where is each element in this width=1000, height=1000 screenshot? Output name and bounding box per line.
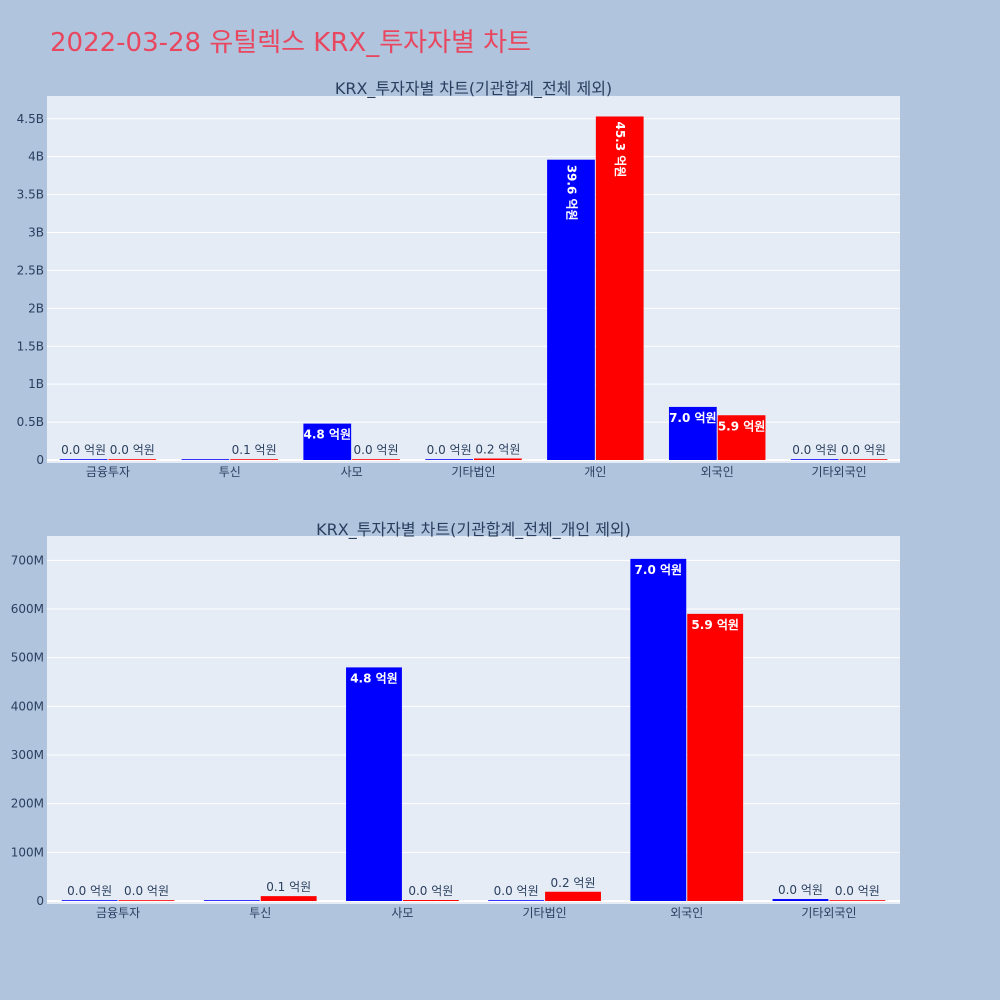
x-tick-label: 투신 [219, 465, 241, 479]
data-label: 0.1 억원 [232, 443, 277, 457]
plot-area [47, 536, 900, 904]
y-tick-label: 700M [11, 553, 44, 567]
bar [547, 159, 595, 460]
data-label: 0.0 억원 [354, 443, 399, 457]
y-tick-label: 0 [36, 453, 44, 467]
x-tick-label: 사모 [391, 906, 413, 920]
bar [772, 899, 829, 901]
bar [829, 900, 886, 901]
chart-1: 0 0.5B 1B 1.5B 2B 2.5B 3B 3.5B 4B 4.5B KRX_투자자별 차트… [17, 79, 900, 479]
bar [230, 459, 279, 460]
data-label: 0.0 억원 [494, 884, 539, 898]
y-tick-label: 300M [11, 748, 44, 762]
data-label: 45.3 억원 [613, 121, 627, 177]
x-tick-label: 외국인 [670, 906, 703, 920]
data-label: 0.0 억원 [841, 443, 886, 457]
bar [790, 459, 839, 460]
data-label: 0.0 억원 [778, 883, 823, 897]
data-label: 39.6 억원 [564, 165, 578, 221]
bar [488, 900, 545, 901]
bar [303, 423, 352, 460]
bar [118, 900, 175, 901]
y-tick-label: 4.5B [17, 112, 44, 126]
data-label: 0.0 억원 [792, 443, 837, 457]
bar [687, 613, 744, 901]
x-tick-label: 개인 [584, 465, 606, 479]
x-tick-label: 기타외국인 [811, 465, 866, 479]
y-tick-label: 3B [28, 226, 44, 240]
bar [108, 459, 157, 460]
data-label: 0.0 억원 [835, 884, 880, 898]
y-tick-label: 1B [28, 377, 44, 391]
bar [352, 459, 400, 460]
x-tick-label: 투신 [249, 906, 271, 920]
bar [839, 459, 888, 460]
bar [425, 459, 473, 460]
data-label: 0.2 억원 [551, 876, 596, 890]
data-label: 0.0 억원 [124, 884, 169, 898]
bar [59, 459, 108, 460]
y-tick-label: 2.5B [17, 263, 44, 277]
x-tick-label: 기타법인 [522, 906, 566, 920]
plot-area [47, 96, 900, 463]
data-label: 0.1 억원 [266, 880, 311, 894]
y-tick-label: 100M [11, 845, 44, 859]
y-tick-label: 400M [11, 699, 44, 713]
page-title: 2022-03-28 유틸렉스 KRX_투자자별 차트 [50, 28, 532, 58]
y-tick-label: 200M [11, 797, 44, 811]
x-tick-label: 금융투자 [96, 906, 140, 920]
y-tick-label: 1.5B [17, 339, 44, 353]
bar [203, 900, 260, 901]
bar [545, 891, 601, 901]
x-tick-label: 기타외국인 [801, 906, 856, 920]
x-tick-label: 외국인 [701, 465, 734, 479]
y-tick-label: 600M [11, 602, 44, 616]
bar [181, 459, 230, 460]
bar [595, 116, 644, 460]
x-tick-label: 사모 [341, 465, 363, 479]
data-label: 5.9 억원 [718, 419, 766, 433]
y-tick-label: 3.5B [17, 188, 44, 202]
y-tick-label: 0.5B [17, 415, 44, 429]
bar [346, 667, 402, 901]
data-label: 5.9 억원 [691, 618, 739, 632]
data-label: 7.0 억원 [669, 411, 717, 425]
data-label: 0.0 억원 [61, 443, 106, 457]
x-tick-label: 기타법인 [451, 465, 495, 479]
data-label: 0.2 억원 [475, 442, 520, 456]
y-tick-label: 2B [28, 301, 44, 315]
y-tick-label: 4B [28, 150, 44, 164]
data-label: 7.0 억원 [635, 563, 683, 577]
data-label: 0.0 억원 [408, 884, 453, 898]
y-tick-label: 0 [36, 894, 44, 908]
chart-title: KRX_투자자별 차트(기관합계_전체_개인 제외) [316, 520, 631, 540]
data-label: 4.8 억원 [350, 671, 398, 685]
bar [61, 900, 118, 901]
bar [260, 896, 317, 901]
bar [630, 558, 687, 901]
data-label: 4.8 억원 [304, 428, 352, 442]
bar [474, 458, 522, 460]
bar [402, 900, 459, 901]
chart-title: KRX_투자자별 차트(기관합계_전체 제외) [335, 79, 612, 99]
data-label: 0.0 억원 [110, 443, 155, 457]
data-label: 0.0 억원 [67, 884, 112, 898]
y-tick-label: 500M [11, 651, 44, 665]
bar [717, 415, 766, 460]
chart-2: 0 100M 200M 300M 400M 500M 600M 700M KRX_투자자별 차트… [11, 520, 900, 920]
x-tick-label: 금융투자 [86, 465, 130, 479]
data-label: 0.0 억원 [427, 443, 472, 457]
bar [668, 406, 717, 460]
